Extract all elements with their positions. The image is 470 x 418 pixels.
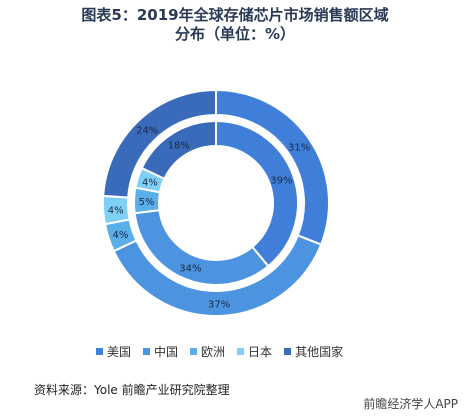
legend-item-3: 日本: [237, 343, 272, 360]
inner-ring-label-3: 4%: [142, 178, 158, 189]
outer-ring-label-3: 4%: [108, 205, 124, 216]
outer-ring-slice-4: [102, 88, 217, 199]
outer-ring-label-4: 24%: [136, 126, 158, 137]
outer-ring-label-2: 4%: [112, 230, 128, 241]
outer-ring-label-1: 37%: [208, 299, 230, 310]
outer-ring-label-0: 31%: [288, 143, 310, 154]
legend-item-0: 美国: [96, 343, 131, 360]
inner-ring-label-0: 39%: [270, 175, 292, 186]
legend-label-4: 其他国家: [295, 345, 344, 359]
legend-swatch-3: [237, 348, 245, 355]
chart-title: 图表5：2019年全球存储芯片市场销售额区域 分布（单位：%）: [0, 6, 470, 44]
source-note: 资料来源：Yole 前瞻产业研究院整理: [34, 383, 230, 397]
legend-swatch-4: [284, 348, 292, 355]
legend-label-3: 日本: [248, 345, 273, 359]
donut-chart: 31% 37% 4% 4% 24% 39% 34% 5% 4% 18%: [102, 88, 330, 317]
chart-title-line-1: 图表5：2019年全球存储芯片市场销售额区域: [81, 6, 389, 24]
legend-item-2: 欧洲: [190, 343, 225, 360]
legend-label-2: 欧洲: [201, 345, 226, 359]
legend-swatch-0: [96, 348, 103, 355]
legend-label-0: 美国: [107, 345, 132, 359]
watermark: 前瞻经济学人APP: [363, 397, 458, 411]
legend-item-4: 其他国家: [284, 343, 343, 360]
chart-title-line-2: 分布（单位：%）: [174, 25, 296, 43]
inner-ring-slice-4: [140, 119, 217, 181]
inner-ring-label-1: 34%: [179, 264, 201, 275]
legend-swatch-1: [143, 348, 151, 355]
inner-ring-label-4: 18%: [168, 140, 190, 151]
chart-legend: 美国 中国 欧洲 日本 其他国家: [96, 343, 343, 360]
legend-item-1: 中国: [143, 343, 178, 360]
inner-ring-label-2: 5%: [139, 197, 155, 208]
legend-swatch-2: [190, 348, 198, 355]
legend-label-1: 中国: [154, 345, 179, 359]
